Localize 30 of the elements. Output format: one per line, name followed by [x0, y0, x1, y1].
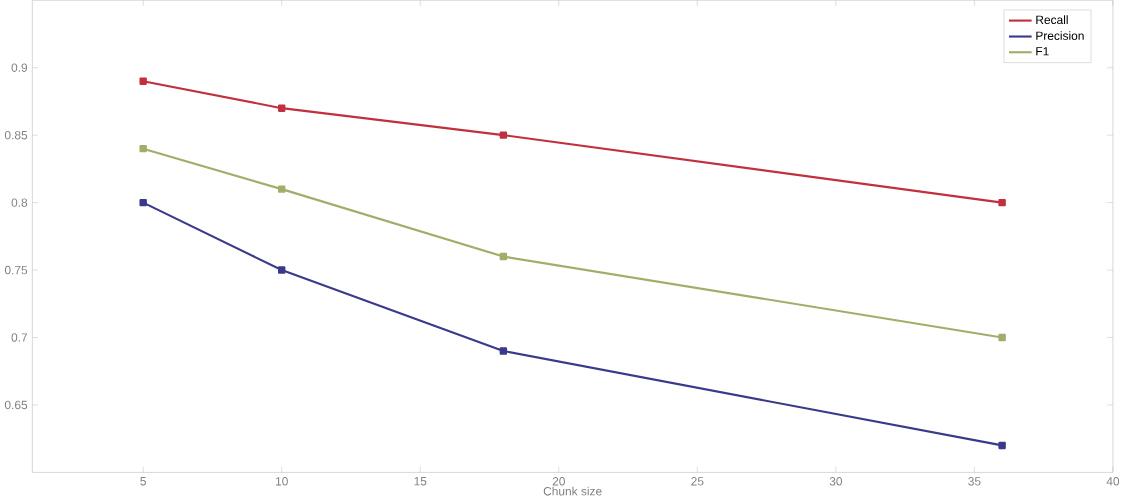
legend-label: Precision — [1036, 31, 1084, 41]
point — [139, 198, 147, 207]
x-tick-label: 35 — [968, 477, 981, 486]
x-tick-label: 5 — [140, 477, 146, 486]
x-tick-label: 25 — [691, 477, 704, 486]
point — [278, 104, 286, 112]
point — [998, 198, 1006, 207]
x-tick-label: 30 — [829, 477, 843, 486]
x-tick-label: 15 — [414, 477, 427, 486]
point — [499, 131, 508, 139]
x-tick-label: 40 — [1106, 477, 1120, 486]
point — [278, 185, 286, 193]
legend-label: Recall — [1036, 15, 1068, 25]
y-tick-label: 0.9 — [11, 63, 28, 73]
point — [139, 145, 147, 153]
point — [139, 77, 147, 85]
legend-label: F1 — [1036, 47, 1049, 56]
x-tick-label: 10 — [275, 477, 288, 486]
y-tick-label: 0.65 — [4, 400, 28, 410]
point — [998, 441, 1006, 450]
x-axis-title: Chunk size — [543, 486, 602, 496]
x-tick-label: 20 — [552, 477, 565, 486]
point — [998, 333, 1006, 342]
y-tick-label: 0.7 — [11, 333, 28, 342]
point — [278, 266, 286, 274]
y-tick-label: 0.85 — [4, 130, 28, 140]
point — [499, 252, 508, 261]
y-tick-label: 0.8 — [11, 198, 28, 207]
y-tick-label: 0.75 — [4, 265, 28, 275]
point — [499, 347, 508, 355]
